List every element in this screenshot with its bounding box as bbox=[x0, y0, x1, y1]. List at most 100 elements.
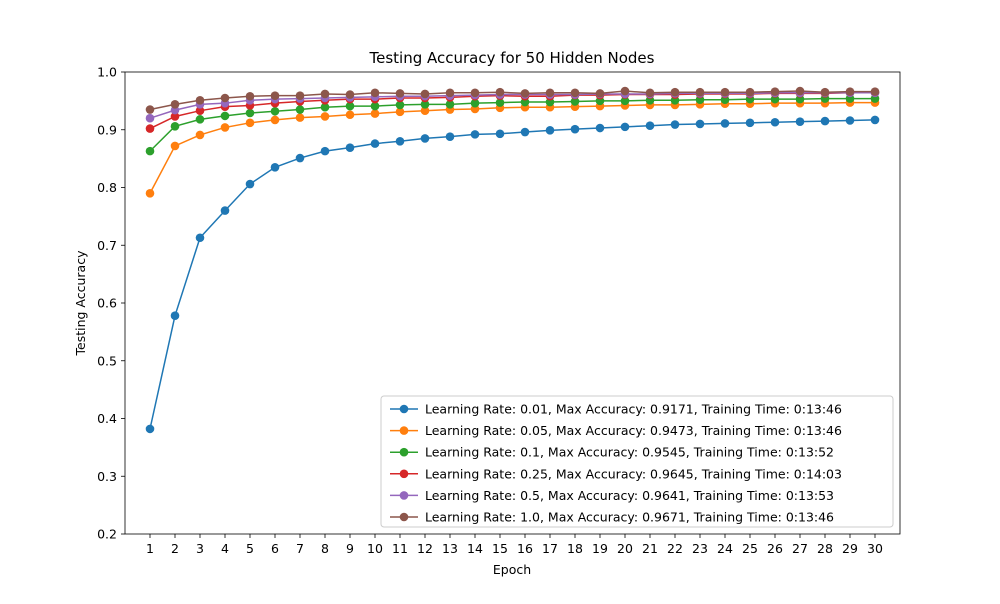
data-point bbox=[870, 115, 880, 125]
data-point bbox=[470, 130, 480, 139]
x-tick-label: 4 bbox=[221, 541, 229, 556]
data-point bbox=[295, 91, 305, 100]
x-tick-label: 12 bbox=[417, 541, 433, 556]
y-tick-label: 0.2 bbox=[97, 527, 117, 542]
x-tick-label: 17 bbox=[542, 541, 558, 556]
data-point bbox=[395, 107, 405, 117]
data-point bbox=[270, 115, 280, 125]
data-point bbox=[170, 121, 180, 131]
data-point bbox=[270, 162, 280, 172]
y-tick-label: 0.8 bbox=[97, 180, 117, 195]
data-point bbox=[145, 188, 155, 198]
data-point bbox=[295, 105, 305, 114]
legend-marker bbox=[399, 491, 409, 500]
data-point bbox=[570, 124, 580, 134]
data-point bbox=[145, 424, 155, 434]
data-point bbox=[170, 141, 180, 151]
y-tick-label: 0.6 bbox=[97, 296, 117, 311]
data-point bbox=[595, 89, 605, 98]
data-point bbox=[170, 100, 180, 109]
data-point bbox=[520, 127, 530, 137]
data-point bbox=[195, 115, 205, 124]
data-point bbox=[570, 88, 580, 98]
data-point bbox=[845, 116, 855, 125]
legend-label: Learning Rate: 0.25, Max Accuracy: 0.964… bbox=[425, 466, 842, 481]
y-tick-label: 1.0 bbox=[97, 65, 117, 80]
x-tick-label: 20 bbox=[617, 541, 633, 556]
x-tick-label: 10 bbox=[367, 541, 383, 556]
chart-title: Testing Accuracy for 50 Hidden Nodes bbox=[369, 49, 655, 67]
data-point bbox=[670, 87, 680, 97]
y-axis-label: Testing Accuracy bbox=[73, 250, 88, 357]
plot-area: 0.20.30.40.50.60.70.80.91.01 2 3 4 5 6 7 8 9 10 11… bbox=[97, 65, 901, 556]
data-point bbox=[195, 106, 205, 115]
data-point bbox=[245, 108, 255, 118]
axes-frame bbox=[124, 71, 901, 535]
data-point bbox=[370, 139, 380, 148]
x-tick-label: 29 bbox=[842, 541, 858, 556]
data-point bbox=[295, 113, 305, 122]
data-point bbox=[345, 90, 355, 99]
data-point bbox=[195, 95, 205, 105]
data-point bbox=[195, 130, 205, 140]
legend-marker bbox=[399, 426, 409, 435]
data-point bbox=[795, 86, 805, 96]
data-point bbox=[345, 110, 355, 120]
data-point bbox=[420, 106, 430, 115]
x-tick-label: 15 bbox=[492, 541, 508, 556]
x-tick-label: 6 bbox=[271, 541, 279, 556]
data-point bbox=[620, 86, 630, 96]
data-point bbox=[395, 100, 405, 110]
data-point bbox=[145, 124, 155, 133]
legend-label: Learning Rate: 0.05, Max Accuracy: 0.947… bbox=[425, 423, 842, 438]
x-tick-label: 3 bbox=[196, 541, 204, 556]
data-point bbox=[620, 122, 630, 132]
x-tick-label: 28 bbox=[817, 541, 833, 556]
data-point bbox=[820, 116, 830, 126]
data-point bbox=[245, 118, 255, 128]
legend-marker bbox=[399, 447, 409, 457]
data-point bbox=[770, 87, 780, 96]
data-point bbox=[495, 98, 505, 107]
data-point bbox=[520, 89, 530, 98]
data-point bbox=[320, 112, 330, 121]
x-tick-label: 5 bbox=[246, 541, 254, 556]
data-point bbox=[145, 113, 155, 123]
data-point bbox=[720, 119, 730, 128]
data-point bbox=[470, 98, 480, 108]
legend-label: Learning Rate: 0.5, Max Accuracy: 0.9641… bbox=[425, 488, 834, 503]
data-point bbox=[270, 106, 280, 116]
data-point bbox=[595, 123, 605, 133]
data-point bbox=[370, 88, 380, 98]
data-point bbox=[345, 143, 355, 152]
data-point bbox=[845, 87, 855, 96]
data-point bbox=[245, 91, 255, 101]
data-point bbox=[195, 233, 205, 243]
data-point bbox=[570, 97, 580, 106]
legend-label: Learning Rate: 0.1, Max Accuracy: 0.9545… bbox=[425, 445, 834, 460]
data-point bbox=[245, 179, 255, 189]
data-point bbox=[820, 87, 830, 97]
data-point bbox=[745, 118, 755, 128]
data-point bbox=[320, 102, 330, 112]
legend-label: Learning Rate: 1.0, Max Accuracy: 0.9671… bbox=[425, 510, 834, 525]
legend-marker bbox=[399, 469, 409, 479]
data-point bbox=[220, 111, 230, 121]
data-point bbox=[170, 311, 180, 321]
data-point bbox=[370, 101, 380, 111]
data-point bbox=[420, 100, 430, 109]
data-point bbox=[220, 206, 230, 215]
data-point bbox=[320, 89, 330, 99]
legend-label: Learning Rate: 0.01, Max Accuracy: 0.917… bbox=[425, 402, 842, 417]
x-tick-label: 8 bbox=[321, 541, 329, 556]
x-tick-label: 2 bbox=[171, 541, 179, 556]
x-tick-label: 14 bbox=[467, 541, 483, 556]
x-tick-label: 11 bbox=[392, 541, 408, 556]
data-point bbox=[770, 117, 780, 127]
data-point bbox=[445, 88, 455, 98]
x-tick-label: 13 bbox=[442, 541, 458, 556]
legend-marker bbox=[399, 512, 409, 522]
y-tick-label: 0.4 bbox=[97, 411, 117, 426]
